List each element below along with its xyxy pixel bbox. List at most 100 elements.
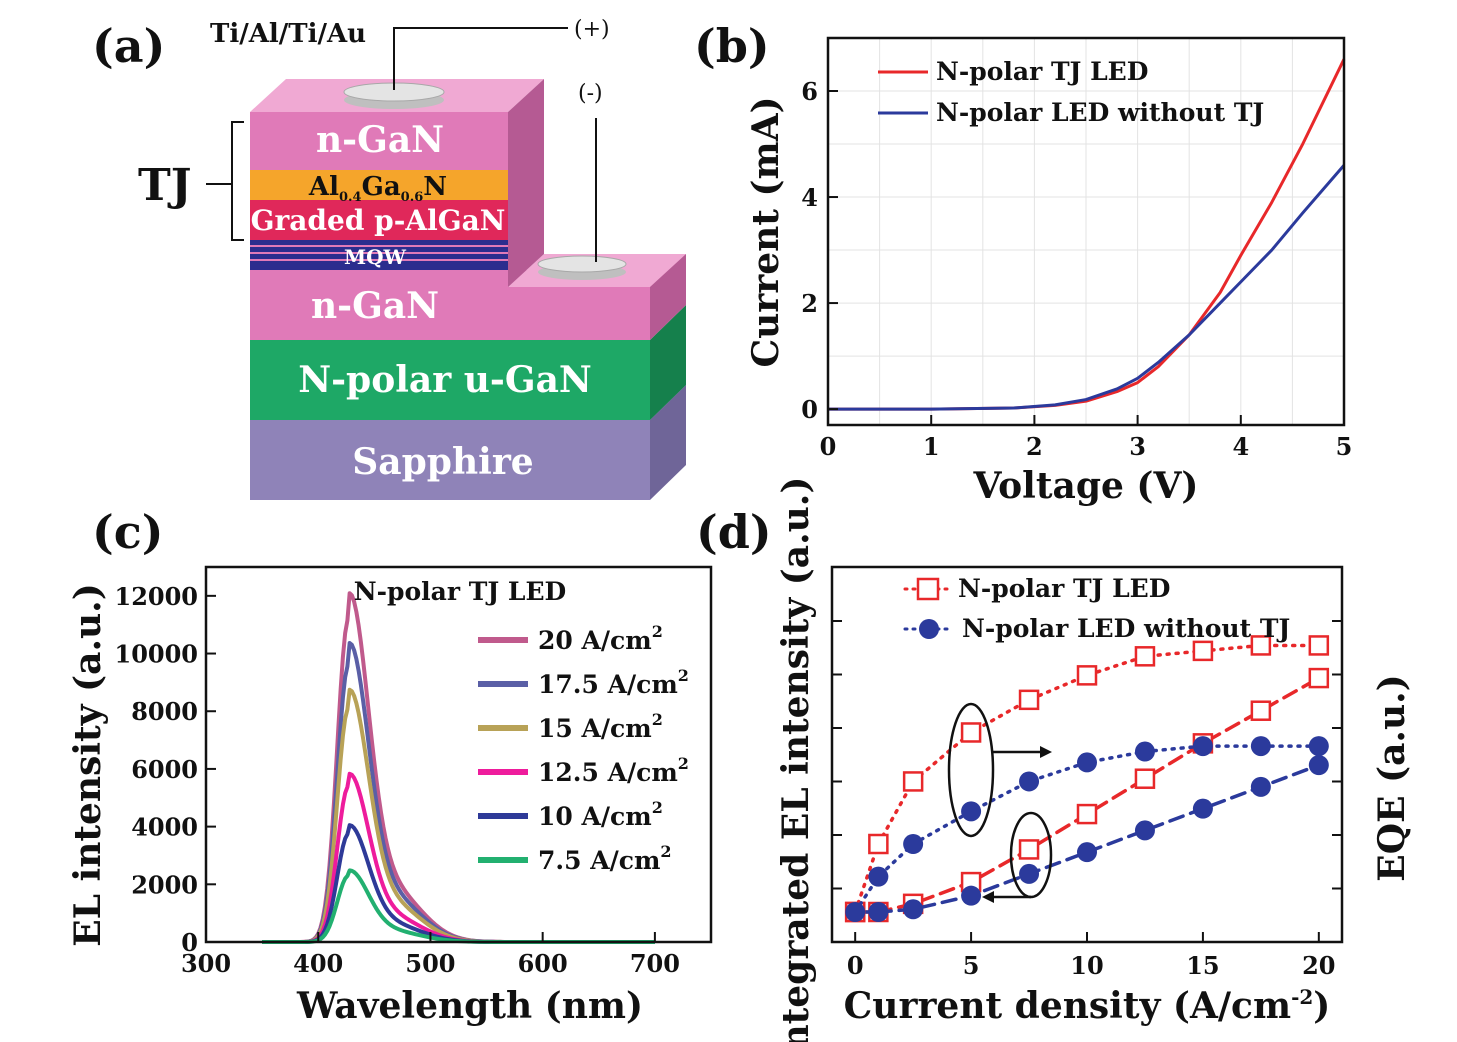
panel-b-y-axis-label: Current (mA) [745,96,787,367]
series-line-0 [853,676,1321,914]
top-ngan-layer [250,112,508,170]
panel-d-right-axis-label: EQE (a.u.) [1371,674,1413,881]
series-marker-2 [1018,689,1040,711]
series-marker-3 [845,902,866,922]
panel-c-label: (c) [92,505,164,559]
bottom-ngan-label: n-GaN [311,285,439,327]
tj-bracket [231,121,244,241]
metal-label: Ti/Al/Ti/Au [210,19,366,49]
panel-b-series [828,58,1346,411]
series-marker-1 [1308,755,1329,776]
series-marker-3 [1019,771,1040,792]
y-tick-label: 12000 [115,582,199,611]
ugan-layer [250,340,650,420]
legend-label-0: 20 A/cm2 [538,622,663,655]
series-marker-1 [1192,798,1213,819]
panel-b-x-axis-label: Voltage (V) [973,465,1199,507]
panel-a-label: (a) [92,19,165,73]
series-marker-0 [1308,667,1330,689]
panel-c-title: N-polar TJ LED [354,577,566,606]
panel-d-label: (d) [696,505,772,559]
panel-c-frame [204,565,713,944]
series-marker-3 [1192,736,1213,757]
top-ngan-side [508,79,544,287]
y-tick-label: 0 [181,928,198,957]
panel-d-x-axis-label: Current density (A/cm-2) [844,985,1331,1027]
legend-marker-tj [916,577,940,601]
series-marker-3 [1077,752,1097,773]
series-marker-1 [1250,776,1271,797]
x-tick-label: 400 [293,949,343,978]
x-tick-label: 5 [963,951,980,980]
series-marker-2 [1192,640,1214,662]
series-marker-3 [903,834,924,854]
panel-b-legend: N-polar TJ LED N-polar LED without TJ [878,57,1264,127]
x-tick-label: 10 [1070,951,1103,980]
left-axis-arrowhead [982,891,994,903]
x-tick-label: 600 [518,949,568,978]
series-marker-1 [1134,820,1155,841]
series-line-3 [853,744,1321,914]
panel-d-ticks: 0 5 10 15 20 [832,620,1342,980]
x-tick-label: 700 [630,949,680,978]
y-tick-label: 2 [801,289,818,318]
series-marker-3 [1134,741,1155,762]
series-marker-2 [1250,635,1272,656]
legend-label-tj: N-polar TJ LED [936,57,1148,86]
panel-a-device-schematic: (a) Sapphire N-polar u-GaN n-GaN MQW Gra… [92,17,686,500]
series-line-1 [828,164,1346,411]
series-marker-2 [868,833,889,855]
x-tick-label: 15 [1186,951,1219,980]
minus-label: (-) [578,81,603,106]
x-tick-label: 4 [1232,432,1249,461]
series-marker-3 [1250,736,1271,757]
series-marker-3 [961,801,982,822]
panel-c-x-axis-label: Wavelength (nm) [296,985,643,1027]
algan-label: Al0.4Ga0.6N [308,172,447,205]
legend-marker-no-tj [919,619,939,639]
series-marker-3 [1308,736,1329,757]
legend-label-4: 10 A/cm2 [538,798,663,831]
plus-wire [393,27,568,90]
panel-c-y-axis-label: EL intensity (a.u.) [67,583,109,947]
series-marker-1 [1019,863,1040,884]
sapphire-side [650,385,686,500]
series-marker-1 [868,902,889,922]
right-axis-arrowhead [1040,746,1052,758]
algan-layer [250,170,508,200]
y-tick-label: 8000 [131,697,198,726]
tj-label: TJ [138,160,192,211]
panel-b-grid [828,38,1344,425]
series-marker-2 [960,722,982,743]
x-tick-label: 5 [1336,432,1353,461]
y-tick-label: 6 [801,77,818,106]
mqw-label: MQW [344,245,407,269]
y-tick-label: 0 [801,395,818,424]
y-tick-label: 4000 [131,813,198,842]
panel-d-el-eqe-chart: (d) 0 5 10 15 20 N-polar TJ LED N-polar LED … [696,477,1413,1042]
x-tick-label: 300 [181,949,231,978]
plus-label: (+) [574,17,610,42]
legend-label-tj: N-polar TJ LED [958,574,1170,603]
series-marker-1 [961,885,982,906]
series-marker-2 [1308,635,1330,656]
graded-label: Graded p-AlGaN [251,204,506,237]
ugan-label: N-polar u-GaN [298,359,592,401]
series-line-2 [853,643,1321,914]
eqe-group-ellipse [947,702,995,838]
legend-label-5: 7.5 A/cm2 [538,842,672,875]
panel-d-y-axis-label: Integrated EL intensity (a.u.) [775,477,817,1042]
y-tick-label: 10000 [115,640,199,669]
x-tick-label: 0 [847,951,864,980]
legend-label-no-tj: N-polar LED without TJ [962,614,1290,643]
legend-label-1: 17.5 A/cm2 [538,666,689,699]
series-line-1 [853,763,1321,914]
panel-d-series [844,635,1330,923]
x-tick-label: 2 [1026,432,1043,461]
legend-label-no-tj: N-polar LED without TJ [936,98,1264,127]
legend-label-3: 12.5 A/cm2 [538,754,689,787]
legend-label-2: 15 A/cm2 [538,710,663,743]
panel-c-legend: 20 A/cm2 17.5 A/cm2 15 A/cm2 12.5 A/cm2 10 A… [478,622,689,875]
series-marker-2 [902,771,924,792]
